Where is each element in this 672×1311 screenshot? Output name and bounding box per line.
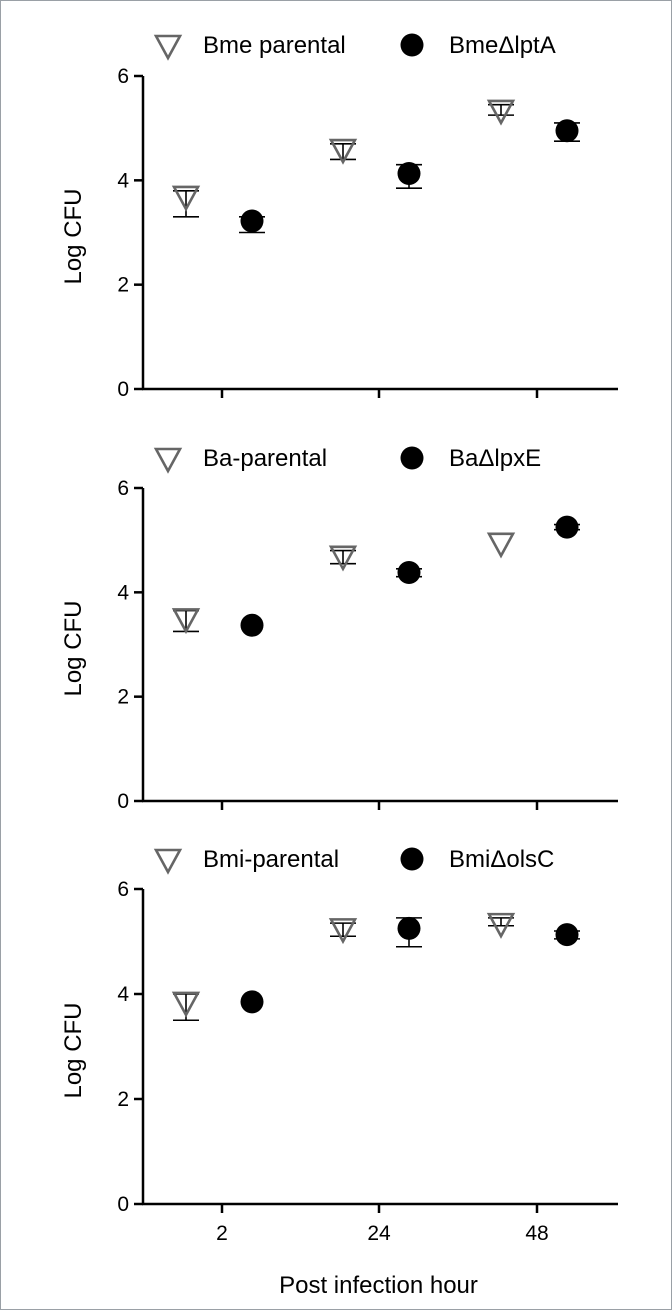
data-point bbox=[240, 990, 264, 1014]
data-point bbox=[555, 923, 579, 947]
data-point bbox=[240, 613, 264, 637]
legend-label: Bme parental bbox=[203, 32, 346, 59]
data-point bbox=[397, 561, 421, 585]
legend-marker bbox=[400, 33, 424, 57]
y-axis-label: Log CFU bbox=[60, 1002, 87, 1098]
data-point bbox=[486, 99, 516, 126]
y-axis-label: Log CFU bbox=[60, 188, 87, 284]
data-point bbox=[171, 185, 201, 212]
data-point bbox=[328, 138, 358, 165]
y-axis-label: Log CFU bbox=[60, 600, 87, 696]
legend-label: Bmi-parental bbox=[203, 846, 339, 873]
legend-marker bbox=[153, 447, 183, 474]
data-point bbox=[171, 608, 201, 635]
legend-marker bbox=[400, 847, 424, 871]
data-point bbox=[328, 545, 358, 572]
data-point bbox=[328, 918, 358, 945]
legend-label: BmiΔolsC bbox=[449, 846, 554, 873]
legend-marker bbox=[400, 446, 424, 470]
y-tick-label: 0 bbox=[117, 378, 129, 401]
x-tick-label: 2 bbox=[216, 1222, 228, 1245]
panel-2: 0 2 4 6 Log CFU Ba-parental BaΔlpxE bbox=[60, 445, 618, 813]
data-point bbox=[486, 912, 516, 939]
legend-marker bbox=[153, 848, 183, 875]
legend-marker bbox=[153, 34, 183, 61]
y-tick-label: 2 bbox=[117, 274, 129, 297]
data-point bbox=[397, 162, 421, 186]
y-tick-label: 4 bbox=[117, 983, 129, 1006]
y-tick-label: 2 bbox=[117, 686, 129, 709]
data-point bbox=[171, 991, 201, 1018]
x-tick-label: 48 bbox=[525, 1222, 548, 1245]
y-tick-label: 0 bbox=[117, 790, 129, 813]
y-tick-label: 2 bbox=[117, 1088, 129, 1111]
y-tick-label: 0 bbox=[117, 1193, 129, 1216]
data-point bbox=[397, 916, 421, 940]
data-point bbox=[486, 532, 516, 559]
y-tick-label: 4 bbox=[117, 169, 129, 192]
y-tick-label: 4 bbox=[117, 581, 129, 604]
y-tick-label: 6 bbox=[117, 878, 129, 901]
data-point bbox=[555, 119, 579, 143]
x-axis-label: Post infection hour bbox=[279, 1272, 478, 1299]
legend-label: BmeΔlptA bbox=[449, 32, 556, 59]
panel-1: 0 2 4 6 Log CFU Bme parental BmeΔlptA bbox=[60, 32, 618, 401]
legend-label: Ba-parental bbox=[203, 445, 327, 472]
legend-label: BaΔlpxE bbox=[449, 445, 541, 472]
data-point bbox=[555, 515, 579, 539]
y-tick-label: 6 bbox=[117, 65, 129, 88]
y-tick-label: 6 bbox=[117, 477, 129, 500]
data-point bbox=[240, 209, 264, 233]
x-tick-label: 24 bbox=[367, 1222, 391, 1245]
